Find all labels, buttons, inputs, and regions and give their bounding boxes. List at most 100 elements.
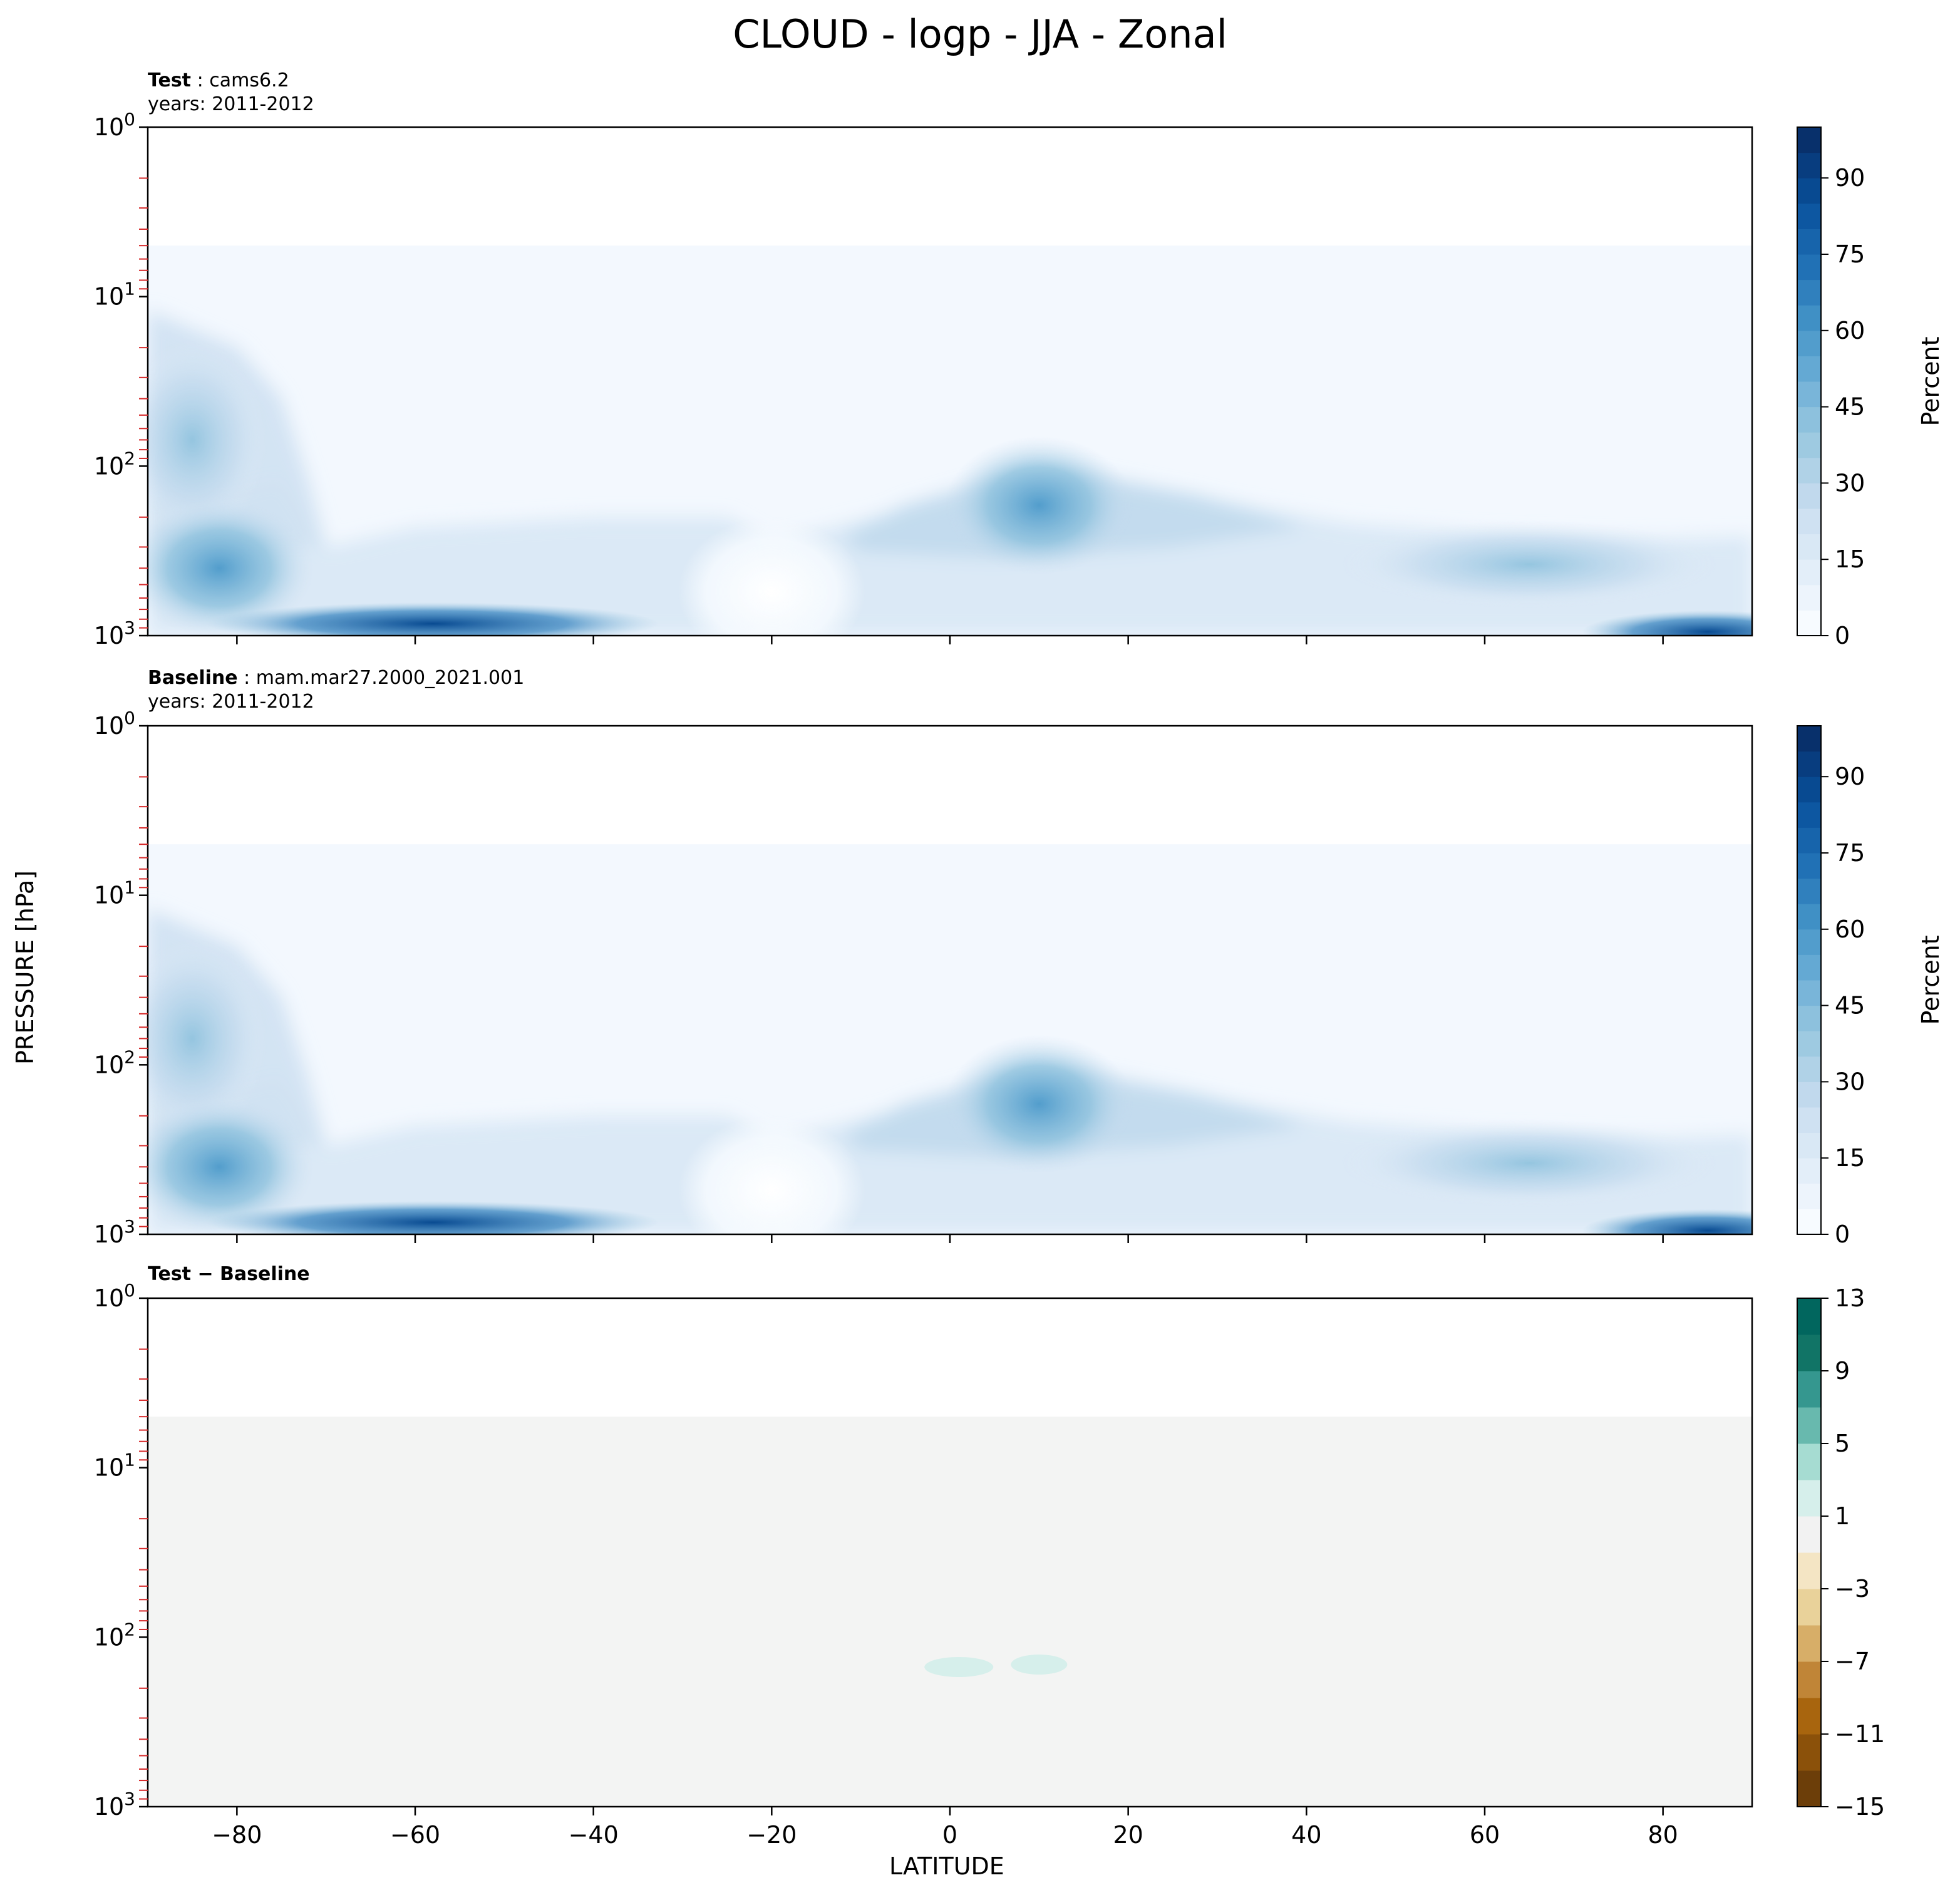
panel-2-label: Baseline bbox=[148, 667, 238, 689]
panel-1-feature-6 bbox=[1341, 520, 1718, 609]
panel-3-plot bbox=[148, 1417, 1752, 1807]
colorbar-swatch bbox=[1797, 1005, 1821, 1031]
colorbar-tick-label: 30 bbox=[1835, 1068, 1865, 1095]
colorbar-tick-label: 45 bbox=[1835, 393, 1865, 421]
colorbar-swatch bbox=[1797, 178, 1821, 204]
colorbar-swatch bbox=[1797, 1298, 1821, 1335]
colorbar-swatch bbox=[1797, 1698, 1821, 1735]
colorbar-tick-label: 5 bbox=[1835, 1430, 1850, 1457]
colorbar-swatch bbox=[1797, 1443, 1821, 1480]
colorbar-frame bbox=[1797, 725, 1822, 1235]
panel-1-cloud-band bbox=[148, 479, 1752, 636]
colorbar-swatch bbox=[1797, 1516, 1821, 1553]
panel-2-y-tick-label: 101 bbox=[94, 877, 135, 909]
colorbar-tick-label: −15 bbox=[1835, 1793, 1885, 1820]
panel-2-header: Baseline : mam.mar27.2000_2021.001 years… bbox=[148, 666, 524, 714]
colorbar-swatch bbox=[1797, 1734, 1821, 1771]
panel-3-y-tick-label: 102 bbox=[94, 1619, 135, 1651]
panel-1-y-tick-label: 100 bbox=[94, 109, 135, 141]
colorbar-swatch bbox=[1797, 980, 1821, 1006]
x-tick-label: −60 bbox=[390, 1821, 440, 1849]
x-tick-label: 20 bbox=[1113, 1821, 1143, 1849]
colorbar-tick-label: 15 bbox=[1835, 545, 1865, 573]
colorbar-tick-label: 75 bbox=[1835, 240, 1865, 268]
panel-2-years: years: 2011-2012 bbox=[148, 691, 314, 713]
colorbar-label: Percent bbox=[1917, 936, 1944, 1025]
panel-1-header: Test : cams6.2 years: 2011-2012 bbox=[148, 69, 314, 116]
colorbar-frame bbox=[1797, 126, 1822, 636]
colorbar-swatch bbox=[1797, 1132, 1821, 1159]
colorbar-swatch bbox=[1797, 356, 1821, 382]
colorbar-swatch bbox=[1797, 559, 1821, 586]
colorbar-swatch bbox=[1797, 1407, 1821, 1444]
panel-1-minor-ticks bbox=[139, 177, 148, 629]
colorbar-swatch bbox=[1797, 381, 1821, 408]
colorbar-tick-label: 13 bbox=[1835, 1284, 1865, 1312]
colorbar-swatch bbox=[1797, 878, 1821, 904]
colorbar-swatch bbox=[1797, 1082, 1821, 1108]
panel-1-feature-4 bbox=[678, 516, 866, 636]
colorbar-swatch bbox=[1797, 1480, 1821, 1517]
panel-1-plot bbox=[148, 245, 1752, 636]
x-tick-label: 80 bbox=[1648, 1821, 1678, 1849]
colorbar-swatch bbox=[1797, 509, 1821, 535]
colorbar-tick-label: 0 bbox=[1835, 622, 1850, 649]
colorbar-swatch bbox=[1797, 203, 1821, 229]
panel-2-feature-4 bbox=[678, 1115, 866, 1234]
colorbar-swatch bbox=[1797, 279, 1821, 306]
colorbar-swatch bbox=[1797, 229, 1821, 255]
colorbar-swatch bbox=[1797, 802, 1821, 828]
panel-2-minor-ticks bbox=[139, 776, 148, 1227]
colorbar-tick-label: 30 bbox=[1835, 469, 1865, 497]
panel-2-y-tick-label: 100 bbox=[94, 708, 135, 740]
x-tick-label: 0 bbox=[942, 1821, 957, 1849]
colorbar-label: Percent bbox=[1917, 337, 1944, 426]
x-axis-label: LATITUDE bbox=[889, 1852, 1004, 1880]
colorbar-swatch bbox=[1797, 483, 1821, 509]
panel-3-minor-ticks bbox=[139, 1348, 148, 1800]
panel-3-feature-2 bbox=[1011, 1655, 1068, 1675]
panel-1-y-tick-label: 102 bbox=[94, 448, 135, 480]
colorbar-swatch bbox=[1797, 777, 1821, 803]
panel-1-sep: : bbox=[191, 70, 210, 91]
panel-3-colorbar: −15 −11 −7 −3 1 5 9 13 bbox=[1797, 1284, 1885, 1820]
colorbar-frame bbox=[1797, 1298, 1822, 1807]
colorbar-tick-label: −7 bbox=[1835, 1648, 1870, 1675]
panel-2-y-tick-label: 103 bbox=[94, 1216, 135, 1248]
colorbar-tick-label: −3 bbox=[1835, 1575, 1870, 1603]
colorbar-swatch bbox=[1797, 1183, 1821, 1209]
colorbar-tick-label: 1 bbox=[1835, 1502, 1850, 1530]
colorbar-tick-label: 75 bbox=[1835, 839, 1865, 867]
colorbar-swatch bbox=[1797, 330, 1821, 356]
colorbar-swatch bbox=[1797, 1371, 1821, 1408]
panel-1-feature-7 bbox=[1582, 610, 1752, 636]
panel-1-label: Test bbox=[148, 70, 192, 91]
colorbar-swatch bbox=[1797, 305, 1821, 331]
panel-2-plot bbox=[148, 844, 1752, 1234]
panel-2-feature-5 bbox=[945, 1035, 1133, 1173]
colorbar-swatch bbox=[1797, 1158, 1821, 1184]
colorbar-swatch bbox=[1797, 853, 1821, 879]
colorbar-swatch bbox=[1797, 827, 1821, 854]
panel-2-cloud-band bbox=[148, 1078, 1752, 1234]
colorbar-tick-label: 90 bbox=[1835, 763, 1865, 790]
colorbar-swatch bbox=[1797, 1031, 1821, 1057]
x-tick-label: −40 bbox=[569, 1821, 619, 1849]
figure-title: CLOUD - logp - JJA - Zonal bbox=[733, 11, 1227, 57]
colorbar-swatch bbox=[1797, 726, 1821, 752]
colorbar-tick-label: 45 bbox=[1835, 992, 1865, 1020]
panel-1-feature-3 bbox=[207, 602, 659, 636]
colorbar-tick-label: 60 bbox=[1835, 916, 1865, 943]
colorbar-tick-label: 60 bbox=[1835, 317, 1865, 344]
colorbar-swatch bbox=[1797, 1107, 1821, 1133]
colorbar-swatch bbox=[1797, 1589, 1821, 1626]
panel-2-sep: : bbox=[237, 667, 256, 689]
panel-2-feature-3 bbox=[207, 1200, 659, 1234]
colorbar-swatch bbox=[1797, 1625, 1821, 1662]
colorbar-tick-label: 0 bbox=[1835, 1221, 1850, 1248]
panel-3-feature-1 bbox=[924, 1656, 994, 1677]
x-tick-label: −80 bbox=[212, 1821, 262, 1849]
colorbar-swatch bbox=[1797, 751, 1821, 777]
